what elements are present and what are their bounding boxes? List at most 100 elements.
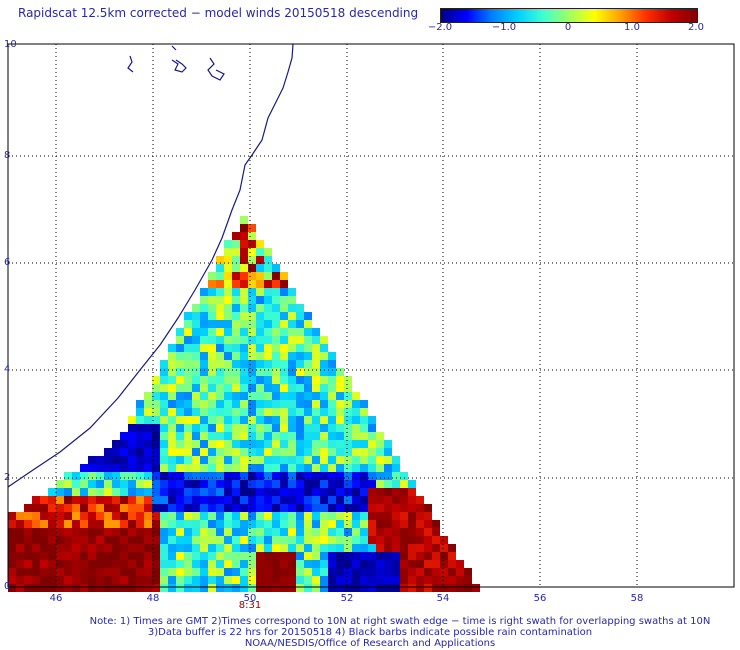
wind-difference-cell: [264, 504, 272, 512]
wind-difference-cell: [352, 576, 360, 584]
wind-difference-cell: [408, 584, 416, 592]
wind-difference-cell: [472, 584, 480, 592]
wind-difference-cell: [192, 496, 200, 504]
wind-difference-cell: [352, 448, 360, 456]
wind-difference-cell: [208, 584, 216, 592]
wind-difference-cell: [168, 472, 176, 480]
wind-difference-cell: [456, 560, 464, 568]
wind-difference-cell: [192, 432, 200, 440]
wind-difference-cell: [120, 480, 128, 488]
wind-difference-cell: [400, 560, 408, 568]
wind-difference-cell: [248, 392, 256, 400]
wind-difference-cell: [240, 520, 248, 528]
wind-difference-cell: [208, 512, 216, 520]
wind-difference-cell: [368, 488, 376, 496]
wind-difference-cell: [208, 336, 216, 344]
wind-difference-cell: [288, 544, 296, 552]
wind-difference-cell: [288, 312, 296, 320]
wind-difference-cell: [264, 440, 272, 448]
wind-difference-cell: [48, 568, 56, 576]
wind-difference-cell: [424, 568, 432, 576]
wind-difference-cell: [216, 496, 224, 504]
wind-difference-cell: [256, 424, 264, 432]
wind-difference-cell: [208, 320, 216, 328]
wind-difference-cell: [432, 544, 440, 552]
wind-difference-cell: [328, 368, 336, 376]
wind-difference-cell: [40, 552, 48, 560]
wind-difference-cell: [224, 408, 232, 416]
wind-difference-cell: [40, 536, 48, 544]
wind-difference-cell: [280, 464, 288, 472]
wind-difference-cell: [184, 440, 192, 448]
wind-difference-cell: [328, 392, 336, 400]
wind-difference-cell: [192, 584, 200, 592]
wind-difference-cell: [168, 416, 176, 424]
wind-difference-cell: [264, 528, 272, 536]
wind-difference-cell: [312, 352, 320, 360]
wind-difference-cell: [240, 472, 248, 480]
wind-difference-cell: [176, 528, 184, 536]
wind-difference-cell: [168, 464, 176, 472]
wind-difference-cell: [304, 352, 312, 360]
wind-difference-cell: [336, 392, 344, 400]
wind-difference-cell: [368, 568, 376, 576]
wind-difference-cell: [336, 432, 344, 440]
wind-difference-cell: [184, 320, 192, 328]
x-axis-tick-label: 48: [147, 593, 160, 604]
wind-difference-cell: [376, 432, 384, 440]
wind-difference-cell: [272, 552, 280, 560]
wind-difference-cell: [104, 472, 112, 480]
wind-difference-cell: [120, 584, 128, 592]
wind-difference-cell: [312, 408, 320, 416]
wind-difference-cell: [272, 440, 280, 448]
wind-difference-cell: [296, 312, 304, 320]
wind-difference-cell: [400, 512, 408, 520]
colorbar-tick-label: −2.0: [427, 22, 453, 33]
wind-difference-cell: [304, 360, 312, 368]
wind-difference-cell: [128, 424, 136, 432]
wind-difference-cell: [208, 496, 216, 504]
wind-difference-cell: [24, 512, 32, 520]
wind-difference-cell: [232, 352, 240, 360]
wind-difference-cell: [232, 240, 240, 248]
wind-difference-cell: [224, 504, 232, 512]
wind-difference-cell: [112, 560, 120, 568]
wind-difference-cell: [256, 560, 264, 568]
wind-difference-cell: [416, 536, 424, 544]
wind-difference-cell: [280, 336, 288, 344]
wind-difference-cell: [464, 568, 472, 576]
wind-difference-cell: [272, 376, 280, 384]
wind-difference-cell: [392, 512, 400, 520]
wind-difference-cell: [176, 408, 184, 416]
wind-difference-cell: [368, 472, 376, 480]
wind-difference-cell: [448, 568, 456, 576]
wind-difference-cell: [224, 568, 232, 576]
wind-difference-cell: [224, 320, 232, 328]
wind-difference-cell: [328, 552, 336, 560]
wind-difference-cell: [136, 464, 144, 472]
wind-difference-cell: [232, 312, 240, 320]
wind-difference-cell: [264, 552, 272, 560]
wind-difference-cell: [224, 472, 232, 480]
wind-difference-cell: [184, 472, 192, 480]
wind-difference-cell: [96, 560, 104, 568]
wind-difference-cell: [264, 288, 272, 296]
wind-difference-cell: [440, 568, 448, 576]
wind-difference-cell: [136, 496, 144, 504]
wind-difference-cell: [272, 520, 280, 528]
wind-difference-cell: [112, 504, 120, 512]
wind-difference-cell: [168, 504, 176, 512]
wind-difference-cell: [280, 392, 288, 400]
wind-difference-cell: [248, 360, 256, 368]
wind-difference-cell: [232, 344, 240, 352]
wind-difference-cell: [408, 560, 416, 568]
y-axis-tick-label: 4: [4, 364, 10, 375]
wind-difference-cell: [32, 560, 40, 568]
wind-difference-cell: [248, 440, 256, 448]
wind-difference-cell: [88, 528, 96, 536]
wind-difference-cell: [232, 232, 240, 240]
wind-difference-cell: [208, 416, 216, 424]
wind-difference-cell: [112, 480, 120, 488]
wind-difference-cell: [376, 520, 384, 528]
wind-difference-cell: [248, 512, 256, 520]
